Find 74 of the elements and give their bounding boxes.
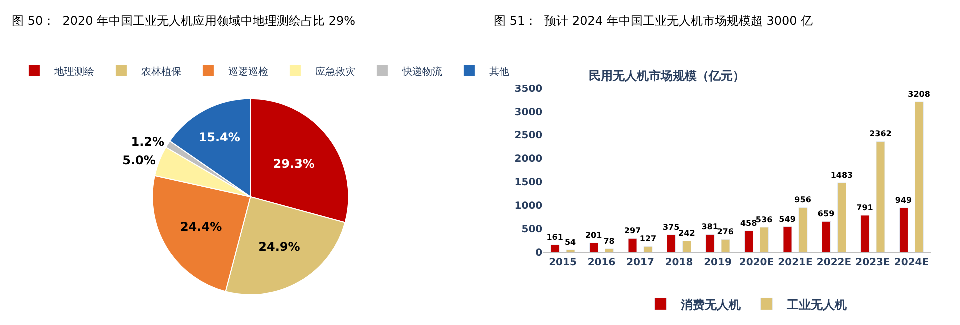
bar xyxy=(822,221,831,253)
data-label: 161 xyxy=(546,233,564,242)
data-label: 381 xyxy=(702,222,719,232)
data-label: 54 xyxy=(564,238,577,248)
x-tick-label: 2022E xyxy=(816,258,852,269)
data-label: 659 xyxy=(818,210,836,219)
x-tick-label: 2023E xyxy=(856,258,890,269)
data-label: 1483 xyxy=(830,170,854,180)
y-tick-label: 0 xyxy=(536,248,543,260)
data-label: 242 xyxy=(678,229,696,238)
data-label: 549 xyxy=(779,214,796,224)
legend-label: 农林植保 xyxy=(141,66,182,78)
y-tick-label: 1500 xyxy=(514,178,543,189)
x-tick-label: 2018 xyxy=(665,258,694,269)
y-tick-label: 2000 xyxy=(514,154,543,166)
y-tick-label: 2500 xyxy=(514,130,543,142)
y-tick-label: 1000 xyxy=(514,201,543,212)
x-tick-label: 2016 xyxy=(588,258,616,269)
bar xyxy=(605,248,614,253)
data-label: 375 xyxy=(662,223,680,232)
bar xyxy=(550,244,560,253)
data-label: 15.4% xyxy=(198,130,240,145)
data-label: 3208 xyxy=(908,90,931,100)
legend-label: 应急救灾 xyxy=(315,66,356,78)
bar xyxy=(914,102,924,253)
chart-title: 图 50： 2020 年中国工业无人机应用领域中地理测绘占比 29% xyxy=(12,14,356,28)
legend-label: 消费无人机 xyxy=(680,298,741,312)
bar xyxy=(783,226,792,253)
bar xyxy=(566,250,576,253)
data-label: 201 xyxy=(585,231,603,240)
x-tick-label: 2019 xyxy=(704,258,732,269)
data-label: 791 xyxy=(856,203,874,212)
data-label: 24.4% xyxy=(180,220,222,234)
data-label: 2362 xyxy=(870,130,892,139)
data-label: 78 xyxy=(604,236,616,246)
bar xyxy=(744,230,754,253)
bar xyxy=(760,227,770,253)
x-tick-label: 2017 xyxy=(626,258,654,269)
bar xyxy=(706,234,715,253)
legend-label: 巡逻巡检 xyxy=(228,66,268,78)
data-label: 536 xyxy=(756,215,774,224)
chart-subtitle: 民用无人机市场规模（亿元） xyxy=(589,69,745,83)
chart-title: 图 51： 预计 2024 年中国工业无人机市场规模超 3000 亿 xyxy=(494,14,814,28)
data-label: 5.0% xyxy=(122,153,156,168)
bar xyxy=(590,242,599,253)
legend-label: 地理测绘 xyxy=(53,66,94,78)
data-label: 458 xyxy=(740,219,758,228)
x-tick-label: 2020E xyxy=(739,258,774,269)
legend-label: 其他 xyxy=(489,66,510,78)
bar xyxy=(876,141,886,253)
data-label: 949 xyxy=(895,196,913,206)
bar xyxy=(644,246,653,253)
bar xyxy=(899,208,908,253)
bar xyxy=(628,238,638,253)
data-label: 276 xyxy=(717,228,734,237)
data-label: 127 xyxy=(640,234,657,244)
x-tick-label: 2024E xyxy=(894,258,930,269)
x-tick-label: 2021E xyxy=(778,258,813,269)
x-tick-label: 2015 xyxy=(549,258,577,269)
legend-label: 工业无人机 xyxy=(786,298,847,312)
y-tick-label: 500 xyxy=(522,224,543,236)
bar xyxy=(837,182,846,253)
bar xyxy=(682,240,692,253)
data-label: 24.9% xyxy=(258,240,300,254)
legend-label: 快递物流 xyxy=(401,66,442,78)
data-label: 956 xyxy=(794,196,812,205)
bar xyxy=(798,207,808,253)
bar xyxy=(721,239,730,253)
data-label: 29.3% xyxy=(273,156,315,171)
bar xyxy=(860,215,870,253)
data-label: 1.2% xyxy=(131,135,165,150)
bar xyxy=(667,234,676,253)
y-tick-label: 3000 xyxy=(514,107,543,118)
data-label: 297 xyxy=(624,226,642,236)
